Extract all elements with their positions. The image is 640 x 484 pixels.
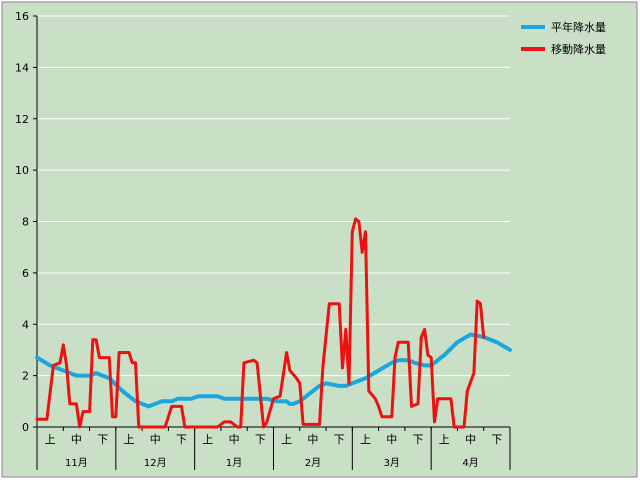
series-line-moving-precip	[35, 217, 486, 429]
x-subtick-label: 上	[202, 433, 213, 446]
month-label: 1月	[226, 457, 242, 469]
month-label: 12月	[144, 457, 167, 469]
y-tick-label: 2	[22, 370, 29, 383]
x-subtick-label: 下	[413, 433, 424, 446]
x-subtick-label: 上	[360, 433, 371, 446]
month-label: 2月	[305, 457, 321, 469]
series-layer	[35, 217, 512, 429]
y-tick-label: 12	[15, 113, 29, 126]
y-tick-label: 6	[22, 267, 29, 280]
x-subtick-label: 下	[255, 433, 266, 446]
x-subtick-label: 下	[176, 433, 187, 446]
x-subtick-label: 中	[465, 433, 476, 446]
x-subtick-label: 中	[229, 433, 240, 446]
x-subtick-label: 下	[334, 433, 345, 446]
y-tick-label: 0	[22, 421, 29, 434]
x-subtick-label: 上	[45, 433, 56, 446]
x-subtick-label: 中	[150, 433, 161, 446]
y-tick-label: 14	[15, 61, 29, 74]
y-tick-label: 10	[15, 164, 29, 177]
x-subtick-label: 中	[386, 433, 397, 446]
y-tick-label: 4	[22, 318, 29, 331]
x-subtick-label: 下	[491, 433, 502, 446]
axis-layer: 0 2 4 6 8 10 12 14 16 上 中 下 上 中 下 上 中 下 上 中 下 上 中 下 上 中 下 11月 12月 1月 2…	[15, 10, 511, 470]
y-tick-label: 16	[15, 10, 29, 23]
month-label: 11月	[65, 457, 88, 469]
month-label: 4月	[462, 457, 478, 469]
x-subtick-label: 上	[439, 433, 450, 446]
legend-label: 移動降水量	[551, 42, 606, 56]
x-subtick-label: 中	[71, 433, 82, 446]
month-label: 3月	[384, 457, 400, 469]
x-subtick-label: 上	[281, 433, 292, 446]
x-subtick-label: 中	[307, 433, 318, 446]
x-subtick-label: 上	[123, 433, 134, 446]
y-tick-label: 8	[22, 216, 29, 229]
x-subtick-label: 下	[97, 433, 108, 446]
legend-label: 平年降水量	[551, 20, 606, 34]
